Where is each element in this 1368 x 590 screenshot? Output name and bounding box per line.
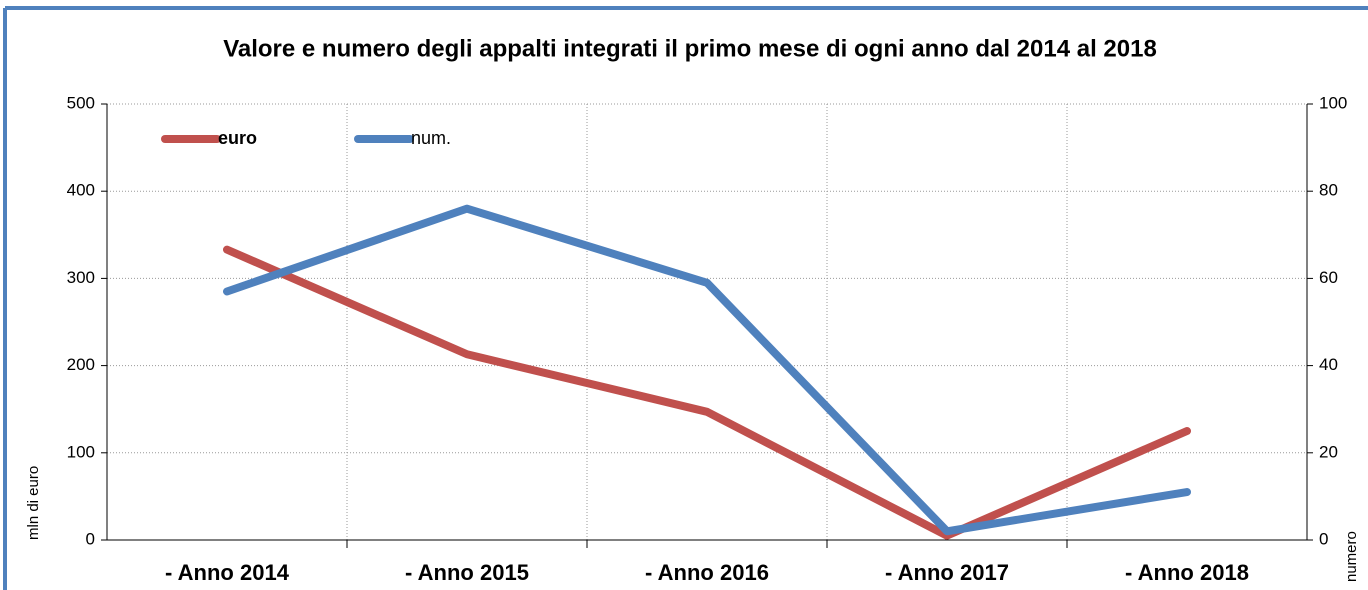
x-tick-label: - Anno 2018 — [1125, 560, 1249, 585]
x-tick-label: - Anno 2015 — [405, 560, 529, 585]
x-tick-label: - Anno 2016 — [645, 560, 769, 585]
x-tick-label: - Anno 2014 — [165, 560, 290, 585]
line-series — [223, 245, 1191, 540]
y-tick-label: 400 — [67, 181, 95, 200]
y-tick-label: 500 — [67, 93, 95, 112]
y-axis-label: mln di euro — [25, 466, 42, 540]
y2-tick-label: 40 — [1319, 355, 1338, 374]
legend-label: euro — [218, 128, 257, 148]
y2-tick-label: 100 — [1319, 93, 1347, 112]
x-tick-label: - Anno 2017 — [885, 560, 1009, 585]
y-tick-label: 200 — [67, 355, 95, 374]
y-tick-label: 300 — [67, 268, 95, 287]
y2-tick-label: 20 — [1319, 442, 1338, 461]
y2-tick-label: 80 — [1319, 181, 1338, 200]
chart-title: Valore e numero degli appalti integrati … — [223, 35, 1157, 62]
y-tick-label: 100 — [67, 442, 95, 461]
legend-label: num. — [411, 128, 451, 148]
line-series — [223, 204, 1191, 536]
y2-tick-label: 60 — [1319, 268, 1338, 287]
y-tick-label: 0 — [86, 529, 95, 548]
y2-tick-label: 0 — [1319, 529, 1328, 548]
y2-axis-label: numero — [1343, 531, 1360, 582]
